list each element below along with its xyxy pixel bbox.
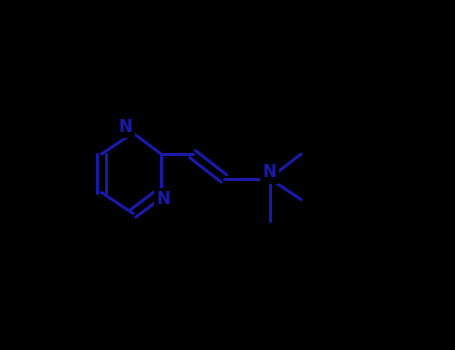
- Text: N: N: [157, 190, 171, 209]
- Text: N: N: [118, 118, 132, 136]
- Text: N: N: [263, 163, 277, 181]
